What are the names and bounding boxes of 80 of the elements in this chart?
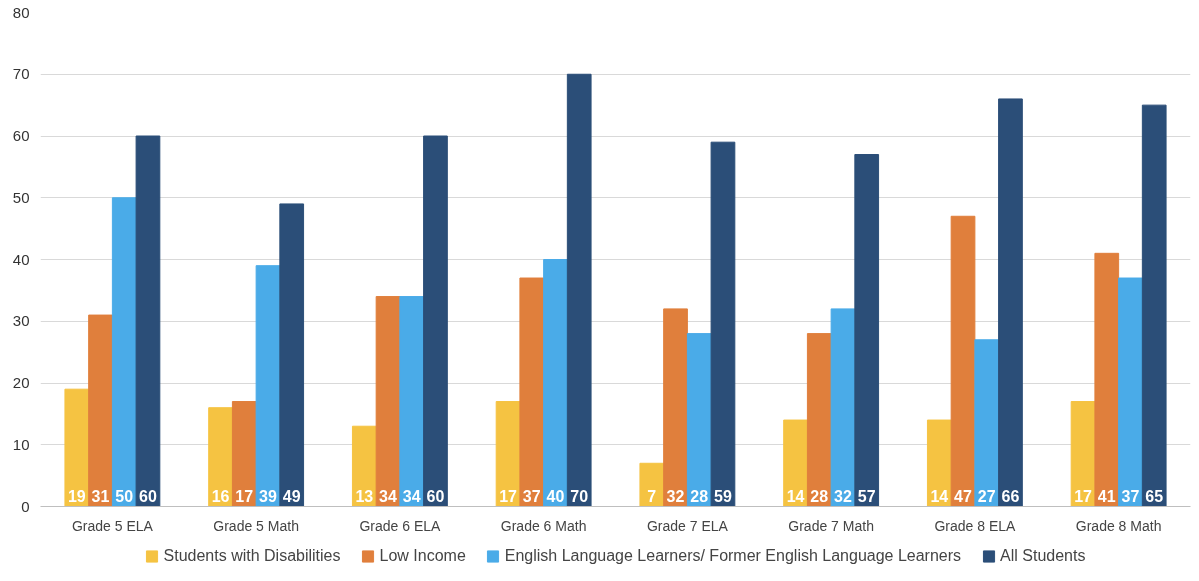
bar — [663, 308, 688, 507]
data-label: 31 — [91, 487, 110, 505]
data-label: 37 — [522, 487, 541, 505]
bar — [1118, 277, 1143, 507]
data-label: 7 — [647, 487, 657, 505]
x-tick-label: Grade 6 ELA — [359, 517, 442, 534]
data-label: 34 — [402, 487, 421, 505]
data-label: 34 — [379, 487, 398, 505]
bar — [519, 277, 545, 507]
bar — [64, 388, 90, 507]
x-tick-label: Grade 5 ELA — [71, 517, 154, 534]
bar — [208, 407, 233, 507]
data-label: 49 — [282, 487, 301, 505]
data-label: 27 — [977, 487, 996, 505]
bar — [111, 197, 137, 507]
legend-label: All Students — [1000, 547, 1086, 565]
y-tick-label: 60 — [12, 127, 30, 144]
bar — [543, 259, 568, 507]
data-label: 13 — [355, 487, 374, 505]
data-label: 40 — [546, 487, 565, 505]
bar — [950, 215, 976, 507]
data-label: 65 — [1145, 487, 1164, 505]
x-tick-label: Grade 7 Math — [788, 517, 874, 534]
data-label: 60 — [426, 487, 445, 505]
data-label: 59 — [714, 487, 732, 505]
y-tick-label: 20 — [12, 374, 30, 391]
y-tick-label: 10 — [12, 435, 30, 453]
data-label: 14 — [930, 487, 949, 505]
y-tick-label: 70 — [12, 65, 30, 83]
data-label: 60 — [139, 487, 157, 505]
legend-label: English Language Learners/ Former English Language Learners — [504, 547, 962, 565]
bar — [830, 308, 856, 507]
y-tick-label: 30 — [12, 312, 30, 330]
legend-label: Low Income — [379, 547, 466, 565]
data-label: 47 — [954, 487, 973, 505]
data-label: 17 — [1074, 487, 1093, 505]
bar — [255, 265, 281, 507]
data-label: 32 — [834, 487, 852, 505]
data-label: 28 — [810, 487, 829, 505]
data-label: 19 — [67, 487, 86, 505]
bar — [639, 462, 665, 507]
y-tick-label: 80 — [12, 3, 30, 21]
bar — [974, 339, 1000, 507]
x-tick-label: Grade 5 Math — [213, 517, 299, 534]
bar — [135, 135, 161, 507]
bar — [783, 419, 808, 507]
bar — [423, 135, 448, 507]
bar — [351, 425, 377, 507]
data-label: 16 — [211, 487, 230, 505]
bar — [1141, 104, 1167, 507]
x-tick-label: Grade 6 Math — [500, 517, 587, 534]
bar — [710, 141, 736, 507]
data-label: 17 — [499, 487, 518, 505]
y-tick-label: 40 — [12, 250, 30, 268]
data-label: 14 — [786, 487, 805, 505]
bar — [998, 98, 1023, 507]
y-tick-label: 0 — [21, 497, 30, 515]
data-label: 39 — [259, 487, 277, 505]
data-label: 37 — [1121, 487, 1140, 505]
x-tick-label: Grade 8 Math — [1075, 517, 1162, 534]
data-label: 32 — [666, 487, 685, 505]
x-tick-label: Grade 7 ELA — [646, 517, 729, 534]
bar — [399, 296, 425, 507]
data-label: 28 — [690, 487, 709, 505]
y-tick-label: 50 — [12, 188, 30, 206]
data-label: 41 — [1097, 487, 1116, 505]
x-tick-label: Grade 8 ELA — [934, 517, 1017, 534]
legend-label: Students with Disabilities — [163, 547, 341, 565]
data-label: 17 — [235, 487, 254, 505]
bar — [279, 203, 305, 507]
data-label: 70 — [570, 487, 589, 505]
bar — [566, 73, 592, 507]
bar — [854, 154, 880, 507]
data-label: 57 — [857, 487, 876, 505]
bar — [88, 314, 113, 507]
bar — [375, 296, 401, 507]
bar — [1094, 252, 1120, 507]
data-label: 66 — [1001, 487, 1020, 505]
data-label: 50 — [115, 487, 134, 505]
bar — [926, 419, 952, 507]
